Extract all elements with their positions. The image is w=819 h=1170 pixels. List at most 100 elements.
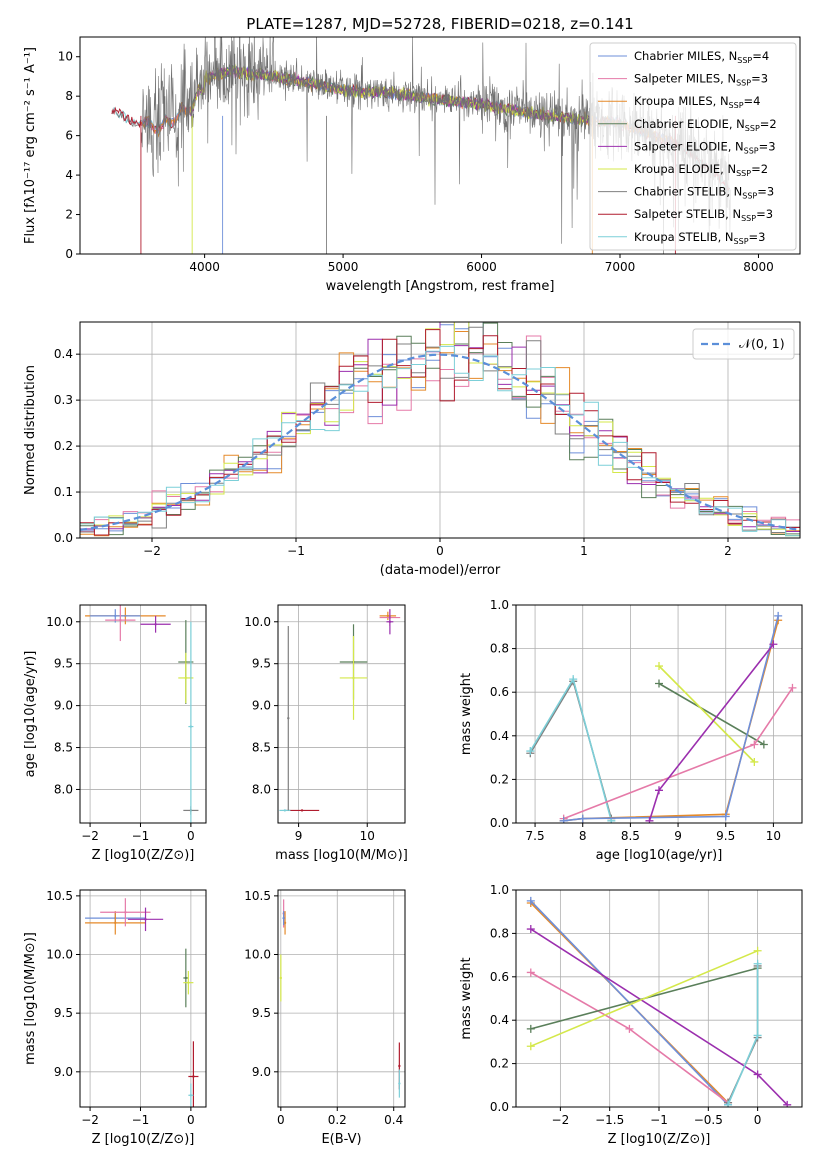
plus-marker bbox=[774, 611, 783, 620]
y-tick-label: 9.5 bbox=[252, 657, 271, 671]
y-tick-label: 9.5 bbox=[252, 1006, 271, 1020]
x-axis-label: wavelength [Angstrom, rest frame] bbox=[326, 279, 555, 294]
data-point bbox=[189, 1094, 193, 1097]
weight-series-line bbox=[563, 620, 779, 822]
plus-marker bbox=[625, 1024, 634, 1033]
y-tick-label: 0.2 bbox=[490, 1057, 509, 1071]
x-tick-label: −1 bbox=[132, 1113, 150, 1127]
weight-series-line bbox=[648, 643, 775, 822]
panel-weight-vs-age: 7.5 8 8.5 9 9.5 10 0.0 0.2 0.4 0.6 0.8 1.0 age [log1… bbox=[459, 598, 803, 863]
data-point bbox=[352, 676, 355, 680]
x-tick-label: 7000 bbox=[605, 260, 636, 274]
residual-histogram bbox=[80, 345, 800, 537]
y-tick-label: 9.0 bbox=[252, 699, 271, 713]
plus-marker bbox=[526, 1024, 535, 1033]
panel-mass-vs-ebv: 0 0.2 0.4 9.0 9.5 10.0 10.5 E(B-V) bbox=[244, 889, 406, 1147]
plus-marker bbox=[753, 959, 762, 968]
plus-marker bbox=[578, 814, 587, 823]
data-point bbox=[282, 916, 285, 920]
y-axis-label: mass weight bbox=[459, 673, 474, 755]
plot-area-age-vs-mass bbox=[279, 609, 401, 812]
plus-marker bbox=[559, 816, 568, 823]
legend-box bbox=[589, 42, 797, 251]
plus-marker bbox=[526, 925, 535, 934]
data-point bbox=[114, 921, 117, 925]
plus-marker bbox=[750, 740, 759, 749]
x-tick-label: 9 bbox=[295, 829, 303, 843]
y-tick-label: 9.0 bbox=[54, 1065, 73, 1079]
plot-area-weight-vs-age bbox=[526, 611, 797, 823]
x-axis-label: E(B-V) bbox=[321, 1132, 361, 1147]
legend-entry: Salpeter ELODIE, NSSP=3 bbox=[634, 139, 776, 155]
weight-series-line bbox=[530, 950, 758, 1047]
weight-series-line bbox=[727, 963, 759, 1106]
x-tick-label: 0.4 bbox=[384, 1113, 403, 1127]
y-tick-label: 9.0 bbox=[252, 1065, 271, 1079]
x-tick-label: −0.5 bbox=[694, 1113, 723, 1127]
x-tick-label: 0 bbox=[436, 544, 444, 558]
residual-histogram bbox=[80, 329, 800, 536]
axes-frame bbox=[79, 604, 207, 824]
weight-series-line bbox=[727, 966, 759, 1104]
data-point bbox=[119, 618, 122, 622]
x-tick-label: −1 bbox=[287, 544, 305, 558]
data-point bbox=[184, 676, 188, 680]
plot-area-mass-vs-ebv bbox=[279, 899, 401, 1098]
x-tick-label: 10 bbox=[360, 829, 375, 843]
legend-box bbox=[692, 328, 795, 360]
plus-marker bbox=[645, 816, 654, 823]
y-tick-label: 0.2 bbox=[54, 439, 73, 453]
axes-frame bbox=[277, 604, 406, 824]
x-tick-label: −2 bbox=[143, 544, 161, 558]
y-tick-label: 8.5 bbox=[252, 741, 271, 755]
weight-series-line bbox=[563, 615, 779, 822]
plus-marker bbox=[788, 683, 797, 692]
plot-area-spectrum bbox=[111, 37, 732, 254]
plus-marker bbox=[759, 740, 768, 749]
x-axis-label: Z [log10(Z/Z⊙)] bbox=[92, 848, 195, 863]
y-tick-label: 10.0 bbox=[46, 615, 73, 629]
y-axis-label: age [log10(age/yr)] bbox=[23, 651, 38, 778]
data-point bbox=[279, 976, 283, 980]
y-tick-label: 0.6 bbox=[490, 970, 509, 984]
data-point bbox=[300, 809, 304, 812]
legend-entry: Kroupa ELODIE, NSSP=2 bbox=[634, 162, 768, 178]
x-tick-label: −1 bbox=[650, 1113, 668, 1127]
y-tick-label: 0.0 bbox=[490, 816, 509, 830]
y-tick-label: 10.0 bbox=[244, 948, 271, 962]
y-axis-label: Normed distribution bbox=[23, 365, 38, 495]
x-tick-label: −2 bbox=[552, 1113, 570, 1127]
y-tick-label: 9.5 bbox=[54, 1006, 73, 1020]
plus-marker bbox=[526, 747, 535, 756]
plus-marker bbox=[526, 896, 535, 905]
axes-frame bbox=[515, 604, 803, 824]
y-tick-label: 0.0 bbox=[54, 531, 73, 545]
x-tick-label: 4000 bbox=[189, 260, 220, 274]
data-point bbox=[184, 976, 188, 980]
panel-residuals: −2 −1 0 1 2 0.0 0.1 0.2 0.3 0.4 (data-model)/error… bbox=[23, 321, 801, 578]
legend-entry: Chabrier STELIB, NSSP=3 bbox=[634, 185, 774, 201]
x-tick-label: −1 bbox=[132, 829, 150, 843]
data-point bbox=[144, 918, 147, 921]
y-tick-label: 1.0 bbox=[490, 883, 509, 897]
gaussian-curve bbox=[80, 353, 800, 531]
plus-marker bbox=[753, 1070, 762, 1079]
plot-area-mass-vs-Z bbox=[85, 898, 199, 1107]
panel-age-vs-mass: 9 10 8.0 8.5 9.0 9.5 10.0 mass [log10(M/M⊙)] bbox=[244, 604, 408, 863]
data-point bbox=[388, 620, 392, 623]
y-tick-label: 0.1 bbox=[54, 485, 73, 499]
legend-entry: Chabrier MILES, NSSP=4 bbox=[634, 49, 769, 65]
x-tick-label: 8.5 bbox=[621, 829, 640, 843]
x-tick-label: 0.2 bbox=[328, 1113, 347, 1127]
plus-marker bbox=[753, 946, 762, 955]
x-tick-label: 0 bbox=[754, 1113, 762, 1127]
data-point bbox=[386, 614, 390, 618]
data-point bbox=[124, 911, 127, 914]
y-tick-label: 0.2 bbox=[490, 772, 509, 786]
y-tick-label: 0.0 bbox=[490, 1100, 509, 1114]
x-tick-label: 6000 bbox=[466, 260, 497, 274]
data-point bbox=[398, 1064, 401, 1068]
y-tick-label: 2 bbox=[65, 208, 73, 222]
weight-series-line bbox=[658, 682, 765, 746]
